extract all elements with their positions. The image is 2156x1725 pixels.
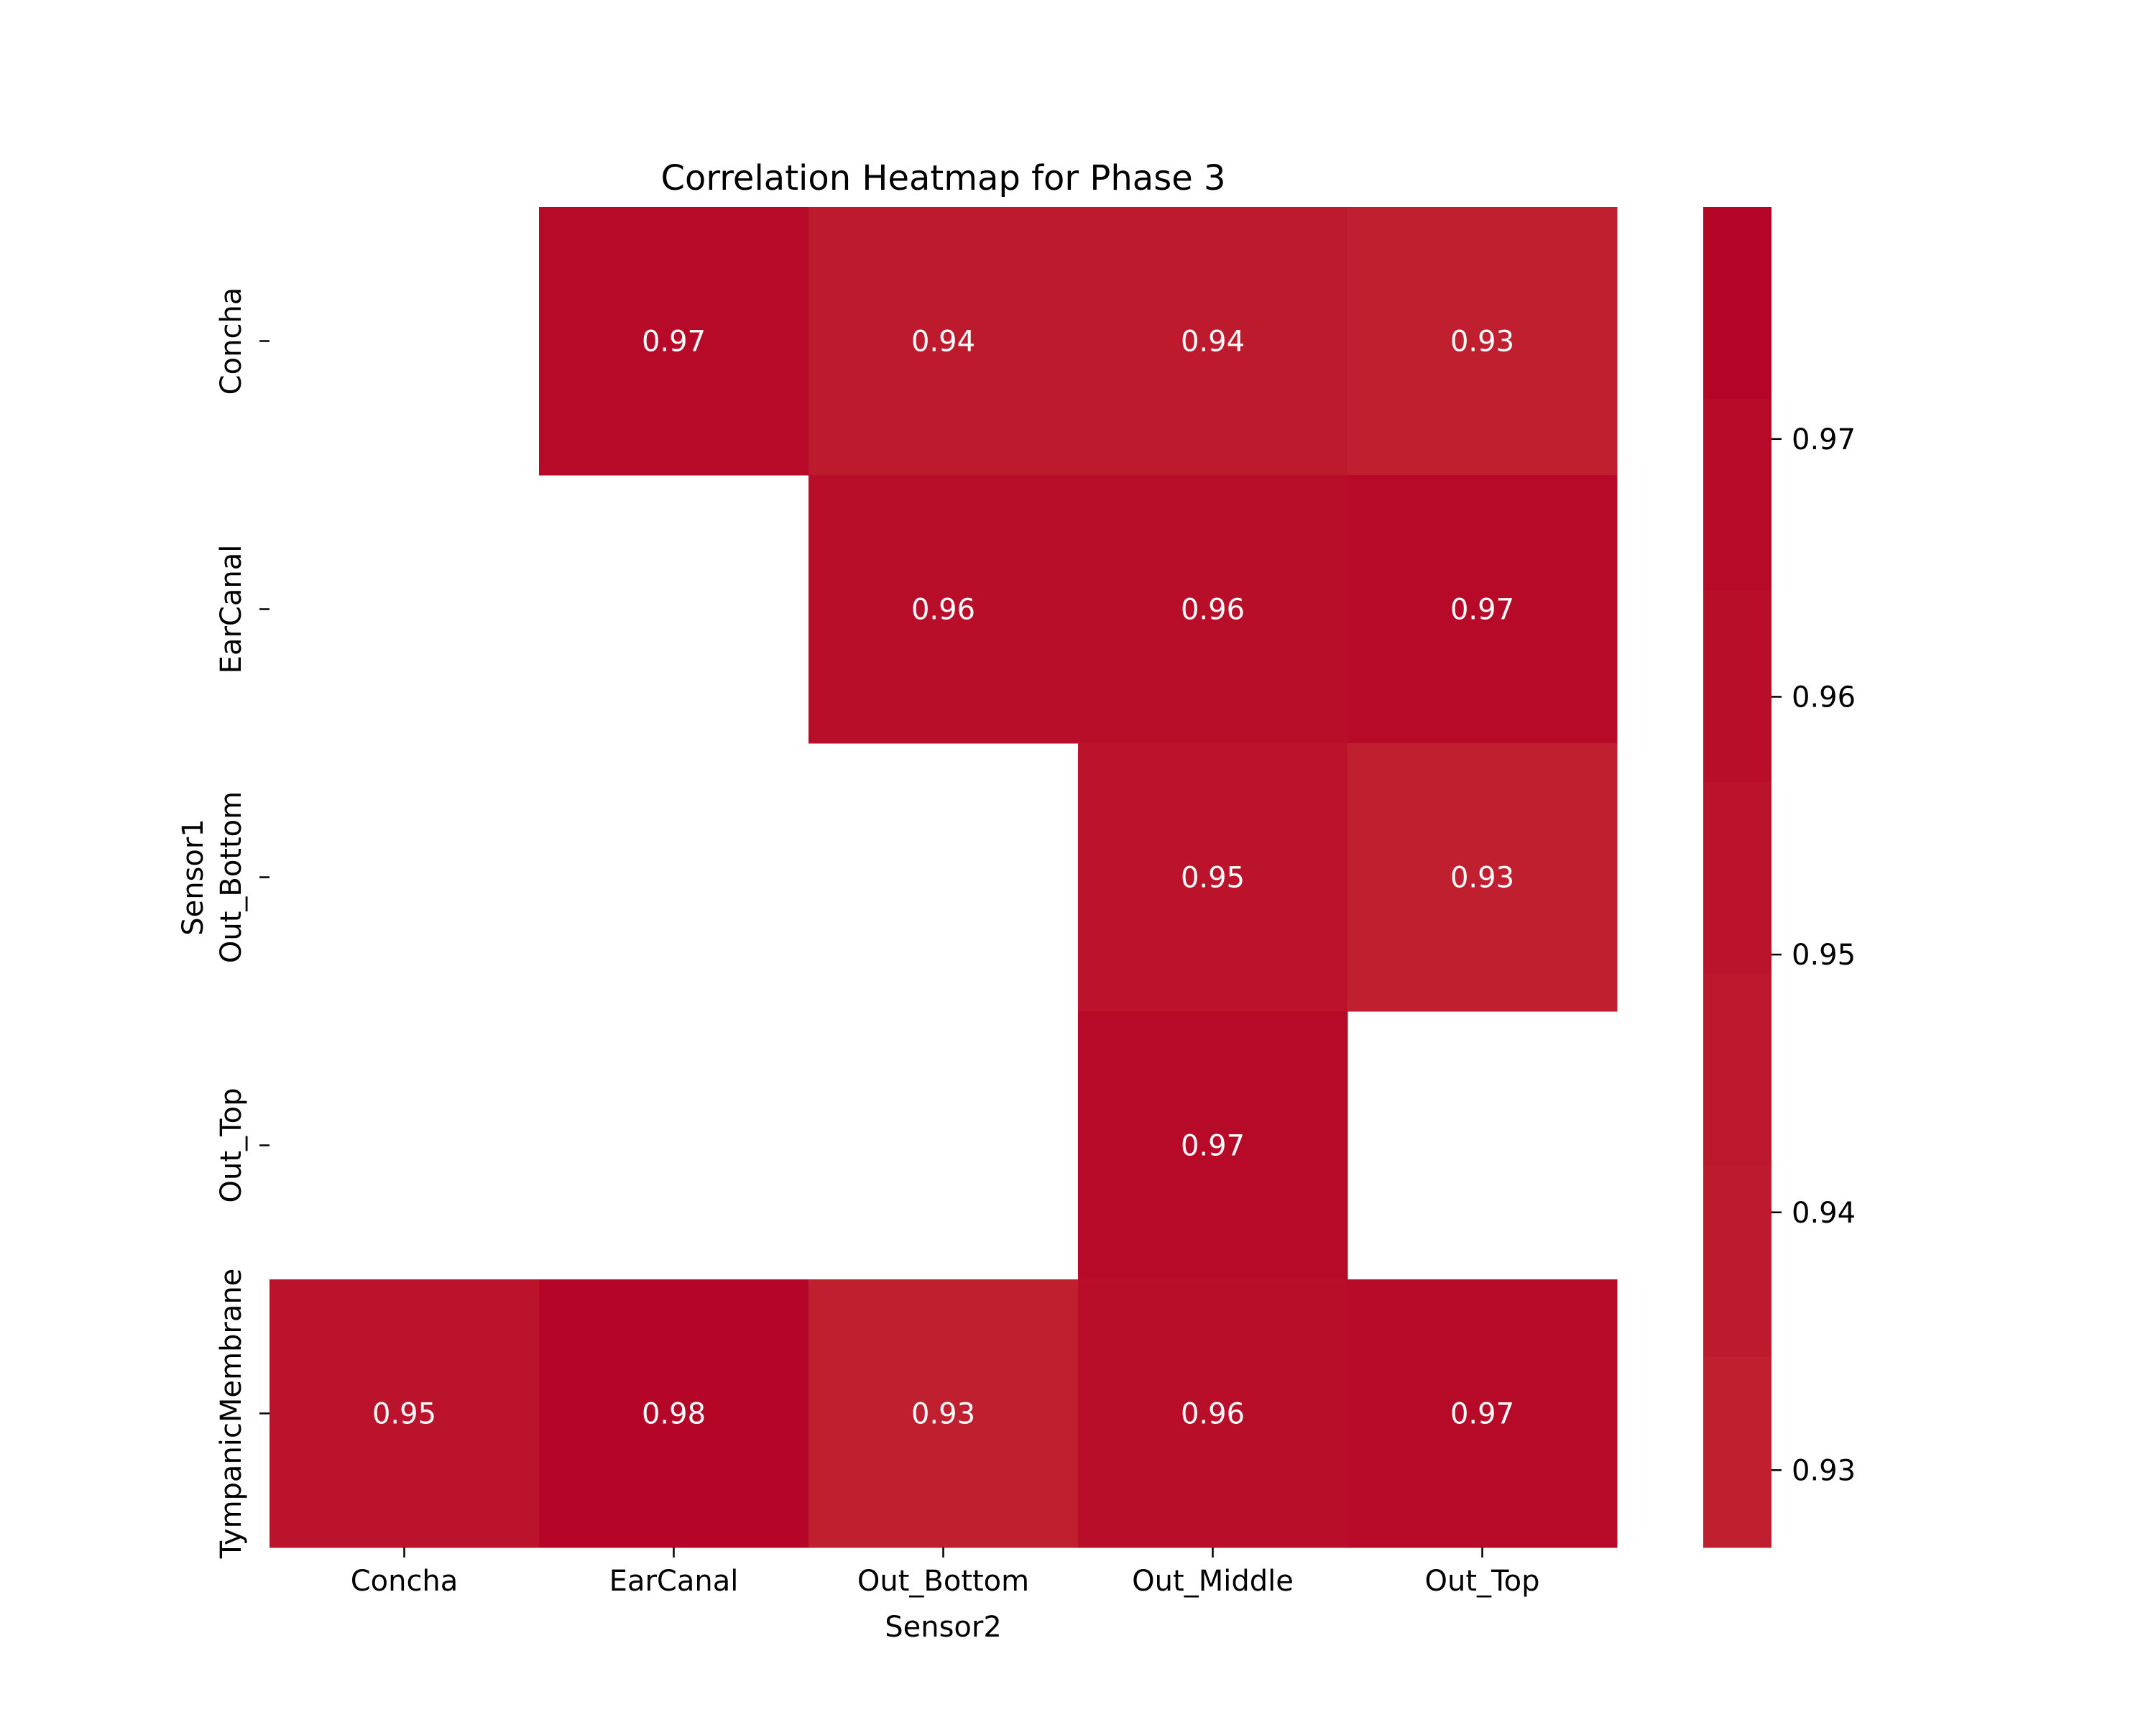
- chart-title: Correlation Heatmap for Phase 3: [660, 158, 1225, 198]
- colorbar-tick-label: 0.94: [1792, 1197, 1856, 1230]
- cell-value-label: 0.94: [1181, 326, 1245, 359]
- cell-value-label: 0.97: [1181, 1130, 1245, 1163]
- heatmap-cell-Concha-Out_Top: [1348, 207, 1618, 476]
- cell-value-label: 0.95: [1181, 862, 1245, 895]
- y-tick-label: Concha: [215, 288, 248, 395]
- cell-value-label: 0.98: [642, 1398, 706, 1431]
- heatmap-cell-Out_Bottom-Out_Middle: [1078, 743, 1348, 1012]
- heatmap-cell-EarCanal-Out_Top: [1348, 475, 1618, 744]
- x-tick-label: EarCanal: [609, 1565, 739, 1598]
- heatmap-cell-Concha-Out_Middle: [1078, 207, 1348, 476]
- x-axis: Concha EarCanal Out_Bottom Out_Middle Out_To…: [351, 1547, 1540, 1598]
- cell-value-label: 0.97: [1450, 594, 1514, 627]
- y-tick-label: EarCanal: [215, 545, 248, 674]
- cell-value-label: 0.93: [1450, 862, 1514, 895]
- cell-value-label: 0.93: [911, 1398, 975, 1431]
- colorbar-segment: [1703, 398, 1772, 591]
- y-tick-label: Out_Top: [215, 1087, 248, 1202]
- cell-value-label: 0.96: [911, 594, 975, 627]
- cell-value-label: 0.94: [911, 326, 975, 359]
- y-axis-title: Sensor1: [177, 819, 210, 936]
- x-tick-label: Out_Middle: [1132, 1565, 1294, 1598]
- colorbar-tick-label: 0.96: [1792, 681, 1856, 714]
- cell-value-labels: 0.97 0.94 0.94 0.93 0.96 0.96 0.97 0.95 0.93 0.97…: [372, 326, 1514, 1431]
- y-tick-label: TympanicMembrane: [215, 1269, 248, 1560]
- colorbar-segment: [1703, 781, 1772, 974]
- cell-value-label: 0.95: [372, 1398, 436, 1431]
- x-axis-title: Sensor2: [885, 1611, 1002, 1644]
- cell-value-label: 0.96: [1181, 594, 1245, 627]
- colorbar-tick-label: 0.93: [1792, 1454, 1856, 1487]
- colorbar-tick-label: 0.95: [1792, 939, 1856, 972]
- heatmap-cell-Concha-Out_Bottom: [808, 207, 1079, 476]
- heatmap-cell-TympanicMembrane-Concha: [270, 1279, 540, 1548]
- heatmap-cell-EarCanal-Out_Bottom: [808, 475, 1079, 744]
- colorbar-segment: [1703, 1356, 1772, 1548]
- cell-value-label: 0.97: [1450, 1398, 1514, 1431]
- colorbar-tick-label: 0.97: [1792, 423, 1856, 456]
- y-axis: Concha EarCanal Out_Bottom Out_Top TympanicM…: [215, 288, 270, 1560]
- heatmap-cell-TympanicMembrane-Out_Top: [1348, 1279, 1618, 1548]
- colorbar-segment: [1703, 589, 1772, 782]
- cell-value-label: 0.97: [642, 326, 706, 359]
- colorbar-segment: [1703, 972, 1772, 1165]
- heatmap-cell-TympanicMembrane-Out_Bottom: [808, 1279, 1079, 1548]
- heatmap-cell-Concha-EarCanal: [539, 207, 809, 476]
- colorbar-segment: [1703, 207, 1772, 399]
- colorbar: 0.93 0.94 0.95 0.96 0.97: [1703, 207, 1856, 1548]
- y-tick-label: Out_Bottom: [215, 791, 248, 963]
- x-tick-label: Out_Top: [1424, 1565, 1539, 1598]
- x-tick-label: Concha: [351, 1565, 459, 1598]
- heatmap-cell-EarCanal-Out_Middle: [1078, 475, 1348, 744]
- colorbar-segment: [1703, 1164, 1772, 1357]
- heatmap-cells: [270, 207, 1618, 1548]
- heatmap-cell-Out_Bottom-Out_Top: [1348, 743, 1618, 1012]
- cell-value-label: 0.96: [1181, 1398, 1245, 1431]
- heatmap-cell-Out_Top-Out_Middle: [1078, 1011, 1348, 1280]
- x-tick-label: Out_Bottom: [857, 1565, 1029, 1598]
- heatmap-cell-TympanicMembrane-Out_Middle: [1078, 1279, 1348, 1548]
- cell-value-label: 0.93: [1450, 326, 1514, 359]
- heatmap-cell-TympanicMembrane-EarCanal: [539, 1279, 809, 1548]
